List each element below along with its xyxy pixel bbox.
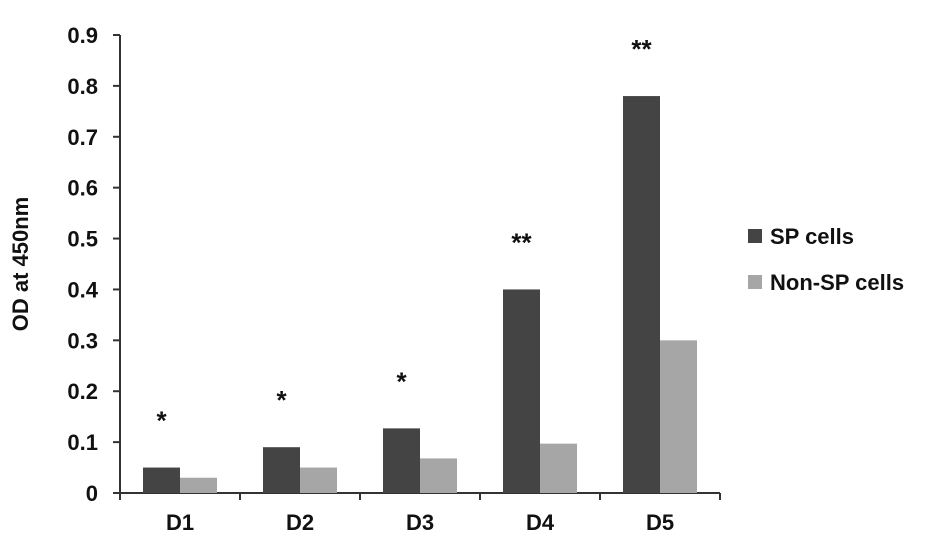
x-category-label: D4 xyxy=(526,510,555,535)
y-axis-title: OD at 450nm xyxy=(8,197,33,332)
legend-label: SP cells xyxy=(770,224,854,249)
y-tick-label: 0.4 xyxy=(67,277,98,302)
legend-swatch xyxy=(748,229,762,243)
legend: SP cells Non-SP cells xyxy=(748,224,904,295)
bar-non-sp-d4 xyxy=(540,443,577,493)
y-ticks: 0 0.1 0.2 0.3 0.4 0.5 0.6 0.7 0.8 0.9 xyxy=(67,23,120,506)
x-category-label: D2 xyxy=(286,510,314,535)
bar-sp-d5 xyxy=(623,96,660,494)
legend-swatch xyxy=(748,275,762,289)
y-tick-label: 0.6 xyxy=(67,176,98,201)
y-tick-label: 0.8 xyxy=(67,74,98,99)
bar-sp-d2 xyxy=(263,447,300,493)
bar-sp-d1 xyxy=(143,467,180,493)
y-tick-label: 0 xyxy=(86,481,98,506)
x-category-label: D1 xyxy=(166,510,194,535)
significance-marker: * xyxy=(156,406,167,436)
significance-marker: ** xyxy=(511,227,532,257)
bar-non-sp-d5 xyxy=(660,340,697,493)
y-tick-label: 0.3 xyxy=(67,328,98,353)
bar-non-sp-d1 xyxy=(180,477,217,493)
bar-sp-d4 xyxy=(503,289,540,493)
x-category-label: D3 xyxy=(406,510,434,535)
significance-marker: ** xyxy=(631,34,652,64)
bars xyxy=(143,96,697,494)
significance-markers: ******* xyxy=(156,34,652,435)
category-labels: D1 D2 D3 D4 D5 xyxy=(119,493,721,535)
significance-marker: * xyxy=(276,385,287,415)
y-tick-label: 0.1 xyxy=(67,430,98,455)
y-tick-label: 0.2 xyxy=(67,379,98,404)
significance-marker: * xyxy=(396,366,407,396)
y-tick-label: 0.5 xyxy=(67,227,98,252)
bar-non-sp-d2 xyxy=(300,467,337,493)
y-tick-label: 0.7 xyxy=(67,125,98,150)
x-category-label: D5 xyxy=(646,510,674,535)
bar-non-sp-d3 xyxy=(420,458,457,493)
y-tick-label: 0.9 xyxy=(67,23,98,48)
bar-sp-d3 xyxy=(383,428,420,493)
legend-label: Non-SP cells xyxy=(770,270,904,295)
